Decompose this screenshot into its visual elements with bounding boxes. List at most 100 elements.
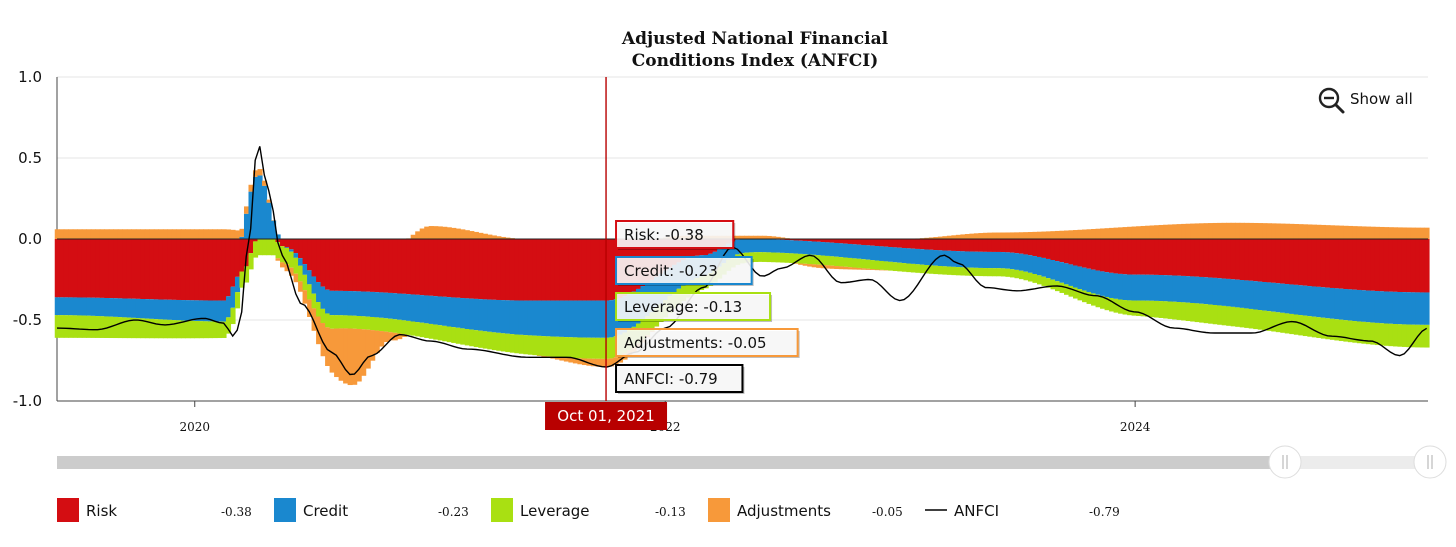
risk-bar bbox=[379, 239, 385, 293]
legend-swatch[interactable] bbox=[491, 498, 513, 522]
credit-bar bbox=[491, 299, 497, 333]
zoom-out-icon[interactable] bbox=[1318, 87, 1345, 114]
adjustments-bar bbox=[1018, 232, 1025, 239]
credit-bar bbox=[1226, 278, 1232, 307]
risk-bar bbox=[1127, 239, 1133, 275]
adjustments-bar bbox=[90, 229, 96, 239]
credit-bar bbox=[1086, 268, 1092, 293]
risk-bar bbox=[942, 239, 948, 251]
adjustments-bar bbox=[338, 328, 344, 381]
credit-bar bbox=[865, 245, 871, 260]
risk-bar bbox=[505, 239, 511, 301]
credit-bar bbox=[1127, 274, 1133, 301]
leverage-bar bbox=[1041, 276, 1047, 286]
credit-bar bbox=[90, 297, 96, 316]
credit-bar bbox=[581, 300, 588, 338]
legend-item-adjustments[interactable]: Adjustments -0.05 bbox=[708, 498, 903, 522]
legend-item-credit[interactable]: Credit -0.23 bbox=[274, 498, 469, 522]
risk-bar bbox=[856, 239, 862, 245]
leverage-bar bbox=[1307, 316, 1313, 337]
legend-item-risk[interactable]: Risk -0.38 bbox=[57, 498, 252, 522]
risk-bar bbox=[1100, 239, 1106, 272]
credit-bar bbox=[1388, 291, 1394, 324]
credit-bar bbox=[1194, 276, 1200, 304]
leverage-bar bbox=[194, 321, 200, 339]
credit-bar bbox=[104, 298, 110, 317]
legend-label[interactable]: Leverage bbox=[520, 502, 590, 520]
adjustments-bar bbox=[460, 229, 466, 239]
adjustments-bar bbox=[1302, 224, 1308, 239]
leverage-bar bbox=[608, 337, 615, 359]
risk-bar bbox=[419, 239, 425, 296]
risk-bar bbox=[1221, 239, 1227, 279]
risk-bar bbox=[140, 239, 146, 300]
legend-label[interactable]: Credit bbox=[303, 502, 348, 520]
credit-bar bbox=[545, 300, 551, 337]
legend-swatch[interactable] bbox=[708, 498, 730, 522]
leverage-bar bbox=[126, 317, 132, 339]
risk-bar bbox=[834, 239, 840, 243]
adjustments-bar bbox=[825, 265, 831, 269]
leverage-bar bbox=[397, 319, 403, 334]
legend-swatch[interactable] bbox=[57, 498, 79, 522]
credit-bar bbox=[1230, 279, 1236, 307]
leverage-bar bbox=[500, 333, 506, 352]
legend-label[interactable]: Adjustments bbox=[737, 502, 831, 520]
legend-label[interactable]: Risk bbox=[86, 502, 117, 520]
leverage-bar bbox=[1275, 312, 1281, 333]
show-all-button[interactable]: Show all bbox=[1318, 87, 1413, 114]
legend-item-leverage[interactable]: Leverage -0.13 bbox=[491, 498, 686, 522]
risk-bar bbox=[1275, 239, 1281, 284]
adjustments-bar bbox=[361, 329, 367, 376]
chart-title-line-1: Adjusted National Financial bbox=[621, 29, 889, 49]
adjustments-bar bbox=[982, 232, 989, 239]
leverage-bar bbox=[1343, 320, 1349, 342]
credit-bar bbox=[406, 294, 412, 321]
leverage-bar bbox=[370, 316, 376, 331]
credit-bar bbox=[1009, 252, 1016, 270]
grip-icon[interactable] bbox=[1282, 455, 1288, 469]
risk-bar bbox=[960, 239, 966, 252]
risk-bar bbox=[978, 239, 984, 252]
risk-bar bbox=[604, 239, 610, 301]
leverage-bar bbox=[1419, 324, 1426, 348]
navigator-right-handle[interactable] bbox=[1413, 445, 1447, 479]
leverage-bar bbox=[266, 239, 272, 256]
navigator-left-handle[interactable] bbox=[1268, 445, 1302, 479]
credit-bar bbox=[608, 300, 615, 338]
adjustments-bar bbox=[356, 328, 362, 382]
risk-bar bbox=[820, 239, 826, 243]
leverage-bar bbox=[523, 335, 529, 355]
risk-bar bbox=[117, 239, 123, 299]
legend-swatch[interactable] bbox=[274, 498, 296, 522]
range-navigator[interactable] bbox=[57, 445, 1447, 479]
show-all-label[interactable]: Show all bbox=[1350, 90, 1413, 108]
risk-bar bbox=[1379, 239, 1385, 292]
credit-bar bbox=[198, 300, 205, 322]
leverage-bar bbox=[307, 284, 313, 300]
risk-bar bbox=[361, 239, 367, 292]
leverage-bar bbox=[171, 320, 177, 339]
credit-bar bbox=[825, 242, 831, 256]
credit-bar bbox=[1158, 275, 1164, 302]
chart-title-line-2: Conditions Index (ANFCI) bbox=[632, 51, 879, 71]
leverage-bar bbox=[135, 318, 141, 339]
navigator-selected-range[interactable] bbox=[57, 456, 1285, 469]
credit-bar bbox=[63, 297, 69, 316]
leverage-bar bbox=[870, 260, 876, 270]
risk-bar bbox=[63, 239, 69, 298]
leverage-bar bbox=[1244, 308, 1250, 328]
adjustments-bar bbox=[874, 269, 880, 271]
legend-label[interactable]: ANFCI bbox=[954, 502, 999, 520]
leverage-bar bbox=[338, 315, 344, 329]
leverage-bar bbox=[1217, 305, 1223, 325]
credit-bar bbox=[307, 270, 313, 285]
credit-bar bbox=[473, 298, 479, 331]
credit-bar bbox=[982, 251, 989, 269]
risk-bar bbox=[1356, 239, 1362, 290]
credit-bar bbox=[95, 297, 101, 317]
legend-item-anfci[interactable]: ANFCI -0.79 bbox=[925, 502, 1120, 520]
tooltip-text: Risk: -0.38 bbox=[624, 226, 704, 244]
grip-icon[interactable] bbox=[1427, 455, 1433, 469]
risk-bar bbox=[897, 239, 903, 248]
